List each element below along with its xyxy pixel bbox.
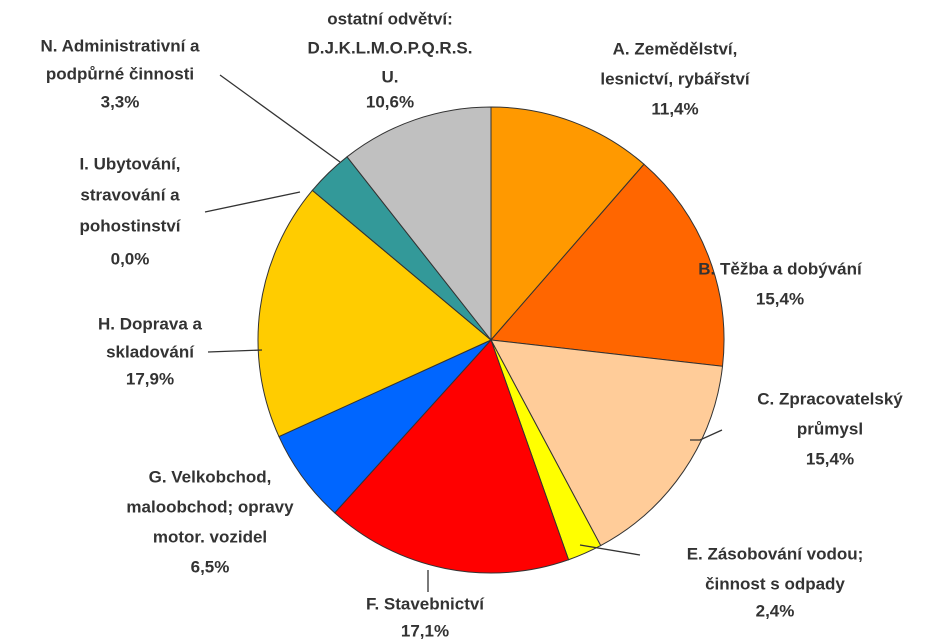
value-label: 3,3%	[101, 92, 140, 111]
value-label: 17,9%	[126, 369, 174, 388]
slice-label: I. Ubytování,	[79, 154, 180, 173]
slice-label: N. Administrativní a	[40, 36, 200, 55]
pie-slice	[490, 339, 724, 547]
slice-label: maloobchod; opravy	[126, 497, 294, 516]
value-label: 17,1%	[401, 621, 449, 639]
pie-slice	[490, 106, 645, 342]
pie-slice	[334, 339, 570, 574]
slice-label: H. Doprava a	[98, 314, 202, 333]
value-label: 6,5%	[191, 557, 230, 576]
value-label: 15,4%	[806, 449, 854, 468]
slice-label: E. Zásobování vodou;	[687, 544, 864, 563]
slice-label: C. Zpracovatelský	[757, 389, 903, 408]
leader-line	[579, 544, 641, 556]
slice-label: ostatní odvětví:	[327, 9, 453, 28]
slice-label: G. Velkobchod,	[149, 467, 272, 486]
leader-line	[690, 429, 723, 441]
pie-slice	[489, 163, 725, 367]
value-label: 2,4%	[756, 601, 795, 620]
pie-slice	[346, 106, 492, 342]
slice-label: stravování a	[80, 185, 180, 204]
slice-label: průmysl	[797, 419, 863, 438]
slice-label: F. Stavebnictví	[366, 594, 485, 613]
slice-label: B. Těžba a dobývání	[698, 259, 863, 278]
leader-line	[204, 191, 301, 213]
slice-label: motor. vozidel	[153, 527, 267, 546]
value-label: 11,4%	[651, 99, 698, 118]
slice-label: lesnictví, rybářství	[600, 69, 751, 88]
value-label: 15,4%	[756, 289, 804, 308]
slice-label: podpůrné činnosti	[46, 64, 194, 83]
slice-label: činnost s odpady	[705, 574, 845, 593]
slice-label: skladování	[106, 342, 195, 361]
value-label: 10,6%	[366, 92, 414, 111]
slice-label: U.	[382, 67, 399, 86]
leader-line	[207, 349, 263, 353]
slice-label: pohostinství	[79, 216, 181, 235]
slice-label: D.J.K.L.M.O.P.Q.R.S.	[308, 38, 473, 57]
pie-slice	[257, 189, 492, 438]
slice-label: A. Zemědělství,	[613, 39, 738, 58]
value-label: 0,0%	[111, 249, 150, 268]
leader-line	[219, 74, 341, 163]
